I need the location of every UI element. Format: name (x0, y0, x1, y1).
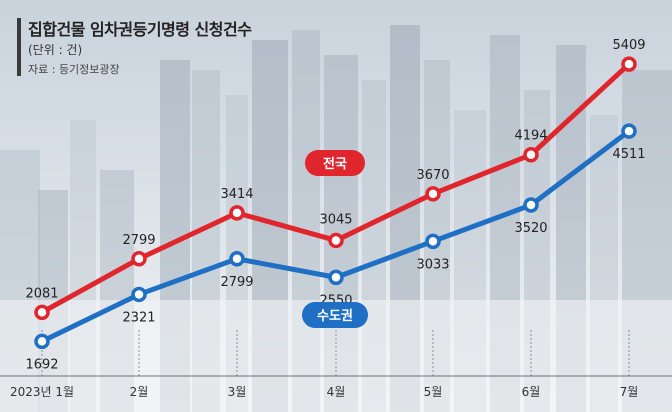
x-tick-label: 6월 (522, 385, 541, 399)
data-label: 3033 (416, 257, 449, 272)
data-label: 2799 (122, 233, 155, 248)
data-label: 2081 (25, 286, 58, 301)
x-tick-label: 2023년 1월 (10, 385, 74, 399)
data-point (425, 186, 441, 202)
chart-source: 자료 : 등기정보광장 (28, 63, 120, 76)
data-label: 2321 (122, 310, 155, 325)
data-label: 3045 (319, 212, 352, 227)
data-label: 2799 (220, 275, 253, 290)
data-label: 4194 (514, 129, 547, 144)
data-label: 1692 (25, 357, 58, 372)
data-label: 3520 (514, 221, 547, 236)
data-point (523, 146, 539, 163)
data-point (523, 197, 539, 213)
chart-title: 집합건물 임차권등기명령 신청건수 (28, 20, 252, 39)
chart-unit: (단위 : 건) (28, 43, 83, 57)
x-tick-label: 4월 (327, 385, 346, 399)
series-label: 수도권 (317, 309, 353, 324)
series-label: 전국 (323, 156, 347, 172)
x-tick-label: 7월 (620, 385, 639, 399)
title-accent-bar (17, 18, 21, 76)
data-point (425, 233, 441, 250)
series-label-pill (305, 150, 365, 176)
data-point (621, 56, 637, 72)
data-point (328, 269, 344, 286)
data-point (328, 232, 344, 249)
data-point (34, 304, 50, 321)
data-label: 4511 (612, 147, 645, 162)
data-point (131, 286, 147, 303)
data-point (229, 205, 245, 221)
x-tick-label: 2월 (130, 385, 149, 399)
data-label: 3414 (220, 187, 253, 202)
x-tick-label: 5월 (424, 385, 443, 399)
data-point (34, 333, 50, 350)
data-point (229, 251, 245, 267)
series-label-pill (302, 302, 368, 328)
data-point (131, 251, 147, 267)
data-label: 5409 (612, 38, 645, 53)
x-tick-label: 3월 (228, 385, 247, 399)
data-point (621, 123, 637, 139)
data-label: 3670 (416, 168, 449, 183)
